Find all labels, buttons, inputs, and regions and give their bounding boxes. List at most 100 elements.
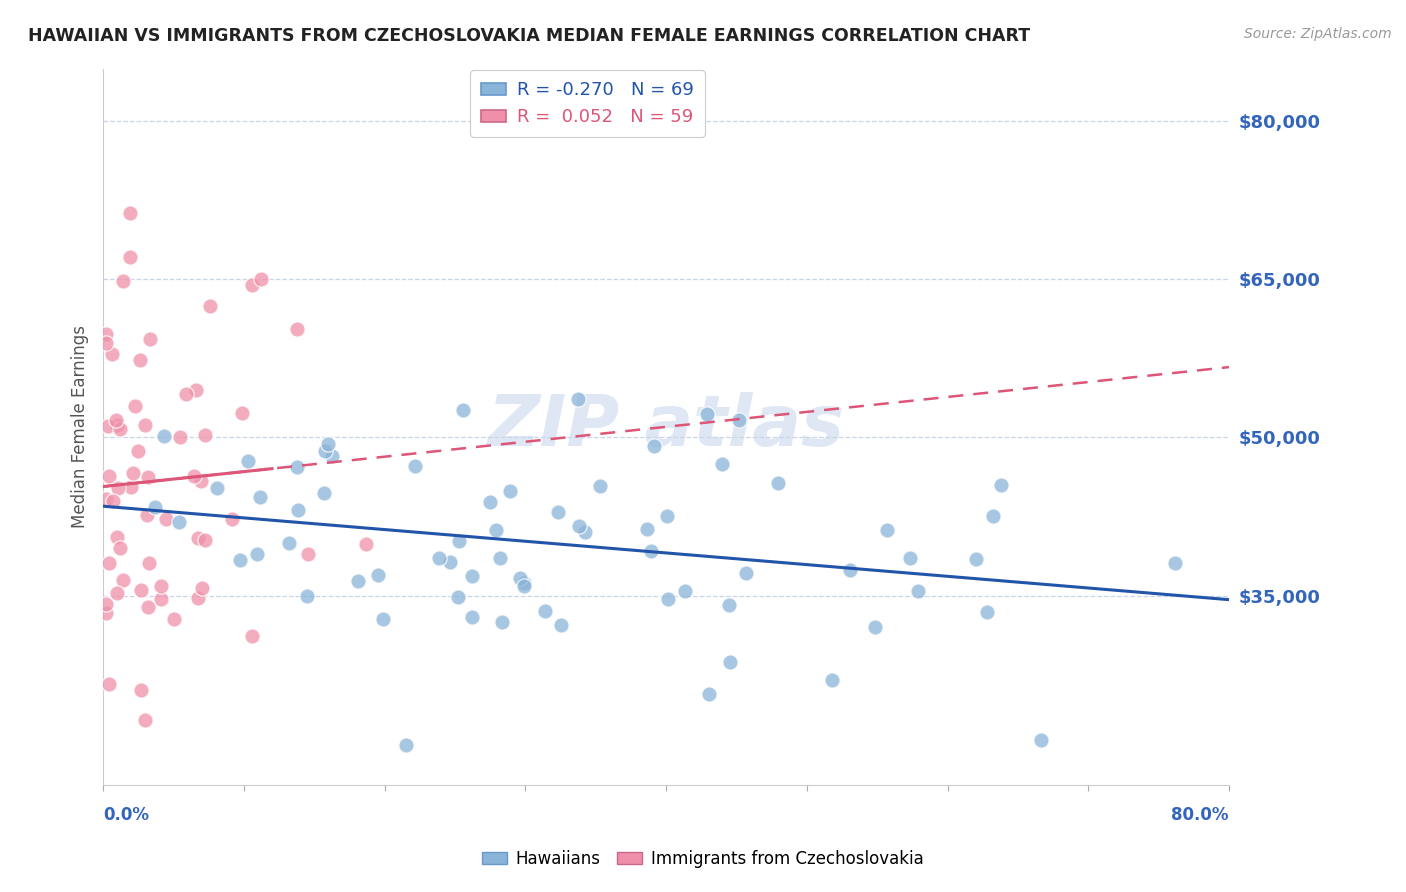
Point: [287, 503, 309, 517]
Point: [118, 206, 141, 220]
Point: [94, 607, 117, 621]
Legend: R = -0.270   N = 69, R =  0.052   N = 59: R = -0.270 N = 69, R = 0.052 N = 59: [470, 70, 704, 137]
Point: [876, 523, 898, 537]
Point: [101, 347, 124, 361]
Point: [187, 591, 209, 605]
Point: [768, 475, 790, 490]
Point: [734, 566, 756, 581]
Point: [105, 417, 128, 432]
Point: [297, 547, 319, 561]
Point: [94, 327, 117, 342]
Point: [990, 478, 1012, 492]
Point: [110, 541, 132, 555]
Point: [447, 533, 470, 548]
Point: [231, 406, 253, 420]
Point: [193, 533, 215, 548]
Point: [149, 579, 172, 593]
Point: [155, 512, 177, 526]
Point: [200, 299, 222, 313]
Point: [489, 551, 512, 566]
Point: [439, 555, 461, 569]
Point: [838, 564, 860, 578]
Point: [513, 576, 536, 591]
Point: [718, 655, 741, 669]
Point: [108, 422, 131, 436]
Point: [184, 383, 207, 397]
Text: 0.0%: 0.0%: [103, 806, 149, 824]
Point: [395, 739, 418, 753]
Point: [278, 536, 301, 550]
Point: [240, 278, 263, 293]
Point: [485, 523, 508, 537]
Text: 80.0%: 80.0%: [1171, 806, 1229, 824]
Point: [97, 419, 120, 434]
Point: [183, 469, 205, 483]
Point: [107, 481, 129, 495]
Point: [174, 387, 197, 401]
Point: [205, 481, 228, 495]
Point: [127, 443, 149, 458]
Point: [312, 485, 335, 500]
Point: [111, 573, 134, 587]
Point: [657, 591, 679, 606]
Point: [111, 274, 134, 288]
Legend: Hawaiians, Immigrants from Czechoslovakia: Hawaiians, Immigrants from Czechoslovaki…: [475, 844, 931, 875]
Point: [499, 484, 522, 499]
Point: [1031, 733, 1053, 747]
Point: [120, 480, 142, 494]
Point: [965, 552, 987, 566]
Point: [295, 589, 318, 603]
Point: [238, 454, 260, 468]
Point: [94, 597, 117, 611]
Point: [129, 583, 152, 598]
Point: [427, 551, 450, 566]
Point: [97, 556, 120, 570]
Point: [194, 428, 217, 442]
Point: [131, 682, 153, 697]
Point: [285, 460, 308, 475]
Point: [240, 629, 263, 643]
Point: [105, 586, 128, 600]
Point: [221, 512, 243, 526]
Point: [404, 458, 426, 473]
Point: [655, 508, 678, 523]
Point: [153, 429, 176, 443]
Point: [550, 618, 572, 632]
Point: [167, 516, 190, 530]
Point: [513, 579, 536, 593]
Point: [150, 592, 173, 607]
Point: [191, 581, 214, 595]
Point: [367, 567, 389, 582]
Point: [461, 569, 484, 583]
Point: [373, 612, 395, 626]
Point: [696, 407, 718, 421]
Point: [509, 571, 531, 585]
Point: [249, 271, 271, 285]
Point: [187, 532, 209, 546]
Point: [640, 543, 662, 558]
Point: [314, 444, 336, 458]
Point: [103, 494, 125, 508]
Point: [169, 430, 191, 444]
Point: [105, 529, 128, 543]
Point: [491, 615, 513, 629]
Point: [246, 547, 269, 561]
Point: [865, 620, 887, 634]
Point: [138, 600, 160, 615]
Point: [145, 500, 167, 515]
Point: [907, 583, 929, 598]
Point: [728, 412, 751, 426]
Point: [94, 492, 117, 507]
Point: [134, 418, 156, 433]
Point: [124, 399, 146, 413]
Point: [104, 413, 127, 427]
Point: [139, 332, 162, 346]
Point: [138, 557, 160, 571]
Point: [643, 439, 665, 453]
Point: [136, 469, 159, 483]
Point: [568, 518, 591, 533]
Point: [190, 474, 212, 488]
Point: [128, 353, 150, 368]
Point: [1164, 556, 1187, 570]
Point: [354, 537, 377, 551]
